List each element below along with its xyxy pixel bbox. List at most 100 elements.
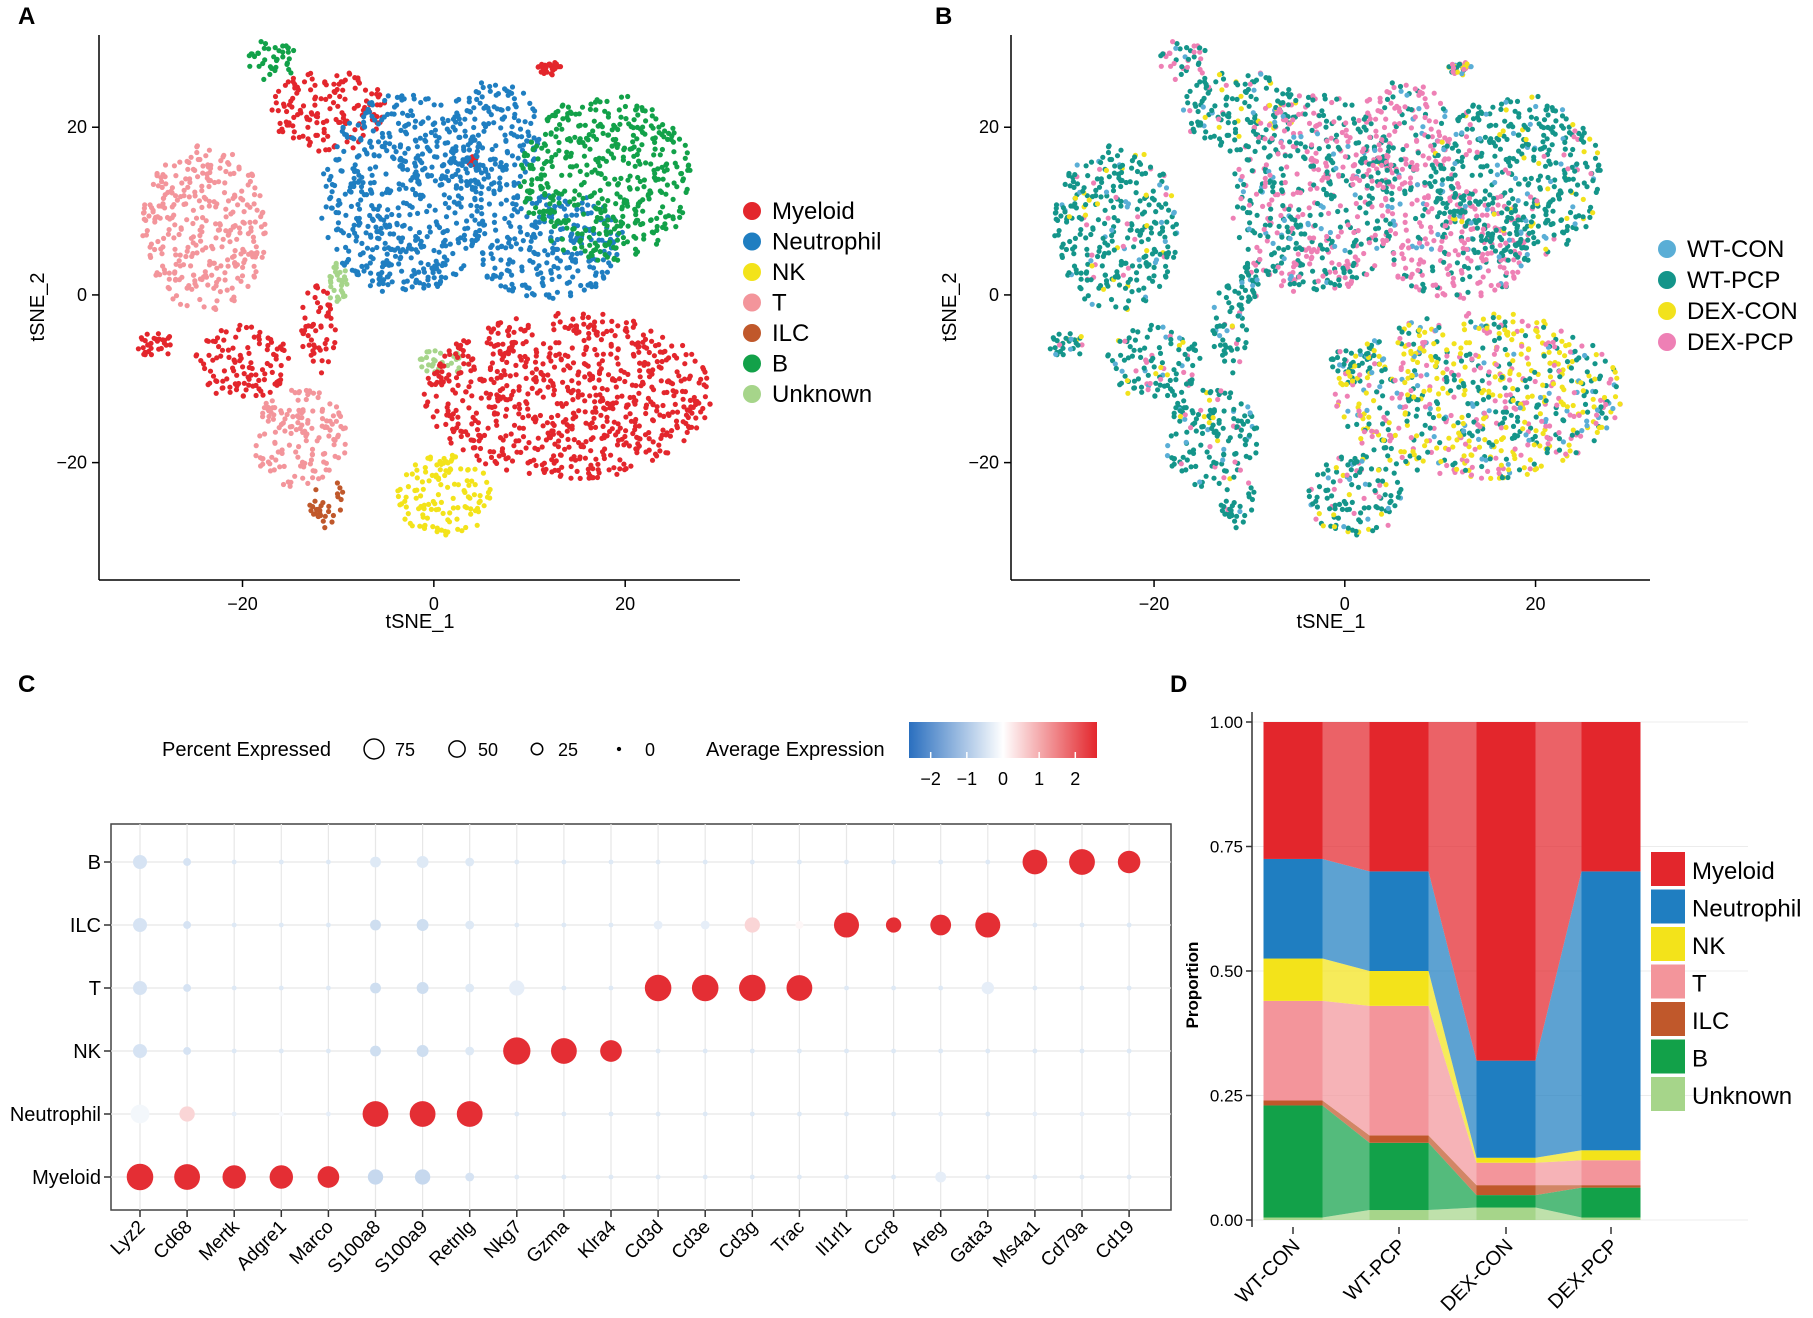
tsne-a-point [595, 257, 601, 263]
tsne-a-point [425, 375, 431, 381]
tsne-a-point [272, 45, 278, 51]
tsne-a-point [686, 425, 692, 431]
tsne-a-point [474, 522, 480, 528]
tsne-a-point [248, 360, 254, 366]
tsne-a-point [540, 341, 547, 347]
tsne-b-point [1428, 353, 1434, 360]
tsne-a-point [245, 283, 251, 289]
tsne-b-point [1309, 127, 1315, 133]
tsne-a-point [470, 445, 476, 451]
tsne-a-point [282, 416, 288, 422]
tsne-a-point [516, 387, 522, 393]
tsne-a-point [495, 330, 501, 336]
tsne-a-point [608, 328, 615, 334]
tsne-a-point [704, 375, 710, 381]
tsne-b-point [1551, 362, 1557, 368]
tsne-a-point [635, 217, 641, 223]
tsne-b-point [1122, 373, 1128, 379]
tsne-a-point [367, 212, 373, 219]
tsne-a-point [604, 98, 610, 104]
tsne-a-point [353, 238, 359, 244]
tsne-a-point [661, 134, 667, 140]
tsne-a-point [453, 407, 459, 413]
tsne-a-point [403, 504, 409, 510]
tsne-b-point [1147, 380, 1153, 387]
tsne-a-point [667, 433, 674, 439]
tsne-a-point [596, 370, 603, 377]
tsne-a-point [404, 167, 411, 173]
tsne-a-point [476, 499, 482, 506]
tsne-a-point [417, 135, 423, 141]
tsne-b-point [1357, 348, 1363, 354]
tsne-a-point [333, 404, 340, 410]
tsne-a-point [176, 258, 182, 264]
tsne-b-point [1512, 455, 1518, 462]
tsne-b-point [1165, 392, 1171, 399]
tsne-a-point [295, 454, 301, 460]
tsne-a-point [533, 219, 539, 225]
tsne-a-point [262, 371, 268, 377]
tsne-b-point [1323, 118, 1330, 124]
tsne-a-point [513, 202, 519, 208]
tsne-a-point [634, 136, 640, 142]
tsne-a-point [409, 471, 415, 477]
tsne-a-point [515, 155, 521, 161]
tsne-a-point [229, 254, 236, 260]
tsne-a-point [432, 381, 439, 387]
tsne-a-point [536, 198, 543, 204]
tsne-b-point [1518, 452, 1524, 458]
tsne-a-point [223, 329, 229, 335]
tsne-a-point [550, 420, 556, 427]
tsne-a-point [230, 365, 236, 371]
tsne-b-point [1469, 452, 1475, 458]
tsne-b-point [1374, 245, 1380, 251]
tsne-b-point [1414, 433, 1420, 439]
tsne-a-point [414, 175, 420, 181]
tsne-a-point [577, 238, 583, 245]
tsne-a-point [606, 241, 612, 247]
tsne-b-point [1569, 378, 1575, 384]
tsne-b-point [1412, 368, 1418, 374]
tsne-a-point [575, 202, 581, 208]
tsne-a-point [385, 111, 391, 117]
tsne-b-point [1279, 188, 1285, 194]
tsne-a-point [390, 154, 396, 160]
tsne-a-point [498, 107, 504, 113]
tsne-b-point [1234, 183, 1241, 189]
tsne-a-point [639, 105, 645, 111]
tsne-b-point [1242, 264, 1248, 270]
tsne-b-point [1537, 411, 1543, 417]
tsne-b-point [1320, 284, 1326, 290]
tsne-a-point [428, 129, 434, 136]
tsne-a-point [356, 172, 362, 178]
tsne-a-point [481, 128, 487, 134]
tsne-a-point [605, 181, 611, 187]
tsne-b-point [1450, 65, 1457, 71]
tsne-b-point [1182, 351, 1188, 357]
tsne-a-point [657, 188, 663, 194]
tsne-a-point [491, 379, 497, 386]
tsne-a-point [194, 144, 200, 150]
tsne-b-point [1560, 439, 1566, 445]
tsne-b-point [1563, 343, 1569, 349]
tsne-a-point [400, 110, 406, 116]
tsne-a-point [446, 177, 452, 184]
tsne-a-point [308, 337, 314, 343]
tsne-a-point [414, 475, 420, 481]
tsne-a-point [581, 321, 587, 327]
tsne-b-point [1540, 382, 1546, 388]
tsne-a-point [474, 505, 481, 511]
tsne-a-point [269, 398, 275, 404]
tsne-a-point [307, 461, 313, 467]
tsne-a-point [329, 519, 335, 525]
tsne-a-point [575, 231, 581, 237]
tsne-a-point [702, 369, 708, 375]
tsne-b-point [1282, 153, 1288, 159]
tsne-a-point [484, 340, 490, 346]
tsne-a-point [350, 226, 356, 232]
tsne-a-point [296, 389, 302, 395]
tsne-a-point [312, 294, 318, 301]
tsne-a-point [528, 139, 535, 145]
tsne-a-point [615, 346, 621, 352]
tsne-a-point [413, 247, 419, 253]
